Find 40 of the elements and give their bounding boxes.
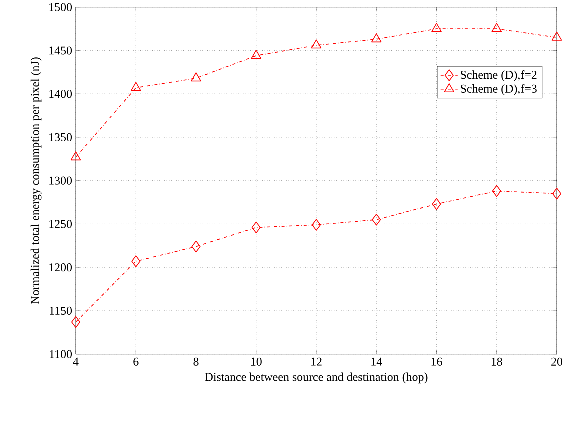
point	[492, 22, 502, 32]
x-tick-label: 14	[372, 358, 382, 366]
point	[552, 32, 562, 41]
y-tick-label: 1100	[50, 350, 72, 358]
point	[251, 50, 262, 59]
point	[371, 33, 382, 42]
point	[552, 188, 562, 200]
point	[372, 214, 382, 226]
point	[191, 72, 202, 82]
x-tick-label: 10	[251, 358, 262, 366]
point	[72, 316, 81, 328]
x-tick-label: 16	[432, 358, 442, 366]
y-tick-label: 1450	[50, 46, 72, 55]
x-tick-label: 6	[134, 358, 139, 366]
point	[192, 240, 201, 252]
point	[130, 82, 142, 91]
x-tick-label: 18	[492, 358, 502, 366]
point	[132, 255, 141, 268]
y-tick-label: 1250	[50, 220, 72, 228]
point	[432, 22, 442, 32]
y-tick-label: 1400	[50, 90, 72, 98]
y-tick-label: 1150	[50, 306, 72, 315]
legend-label: Scheme (D),f=2	[461, 70, 537, 82]
x-tick-label: 12	[312, 358, 322, 366]
x-tick-label: 8	[194, 358, 199, 366]
y-tick-label: 1350	[50, 133, 72, 142]
legend-label: Scheme (D),f=3	[461, 84, 537, 96]
y-tick-label: 1300	[50, 176, 72, 185]
y-axis-title: Normalized total energy consumption per pixel (nJ)	[30, 57, 42, 304]
x-axis-title: Distance between source and destination (hop)	[205, 372, 428, 384]
point	[70, 151, 82, 160]
point	[311, 39, 322, 48]
x-tick-label: 20	[552, 358, 563, 366]
point	[432, 198, 442, 210]
x-tick-label: 4	[73, 358, 79, 366]
point	[252, 222, 261, 234]
y-tick-label: 1200	[50, 263, 72, 272]
point	[492, 185, 502, 197]
point	[312, 219, 322, 231]
y-tick-label: 1500	[50, 3, 72, 12]
